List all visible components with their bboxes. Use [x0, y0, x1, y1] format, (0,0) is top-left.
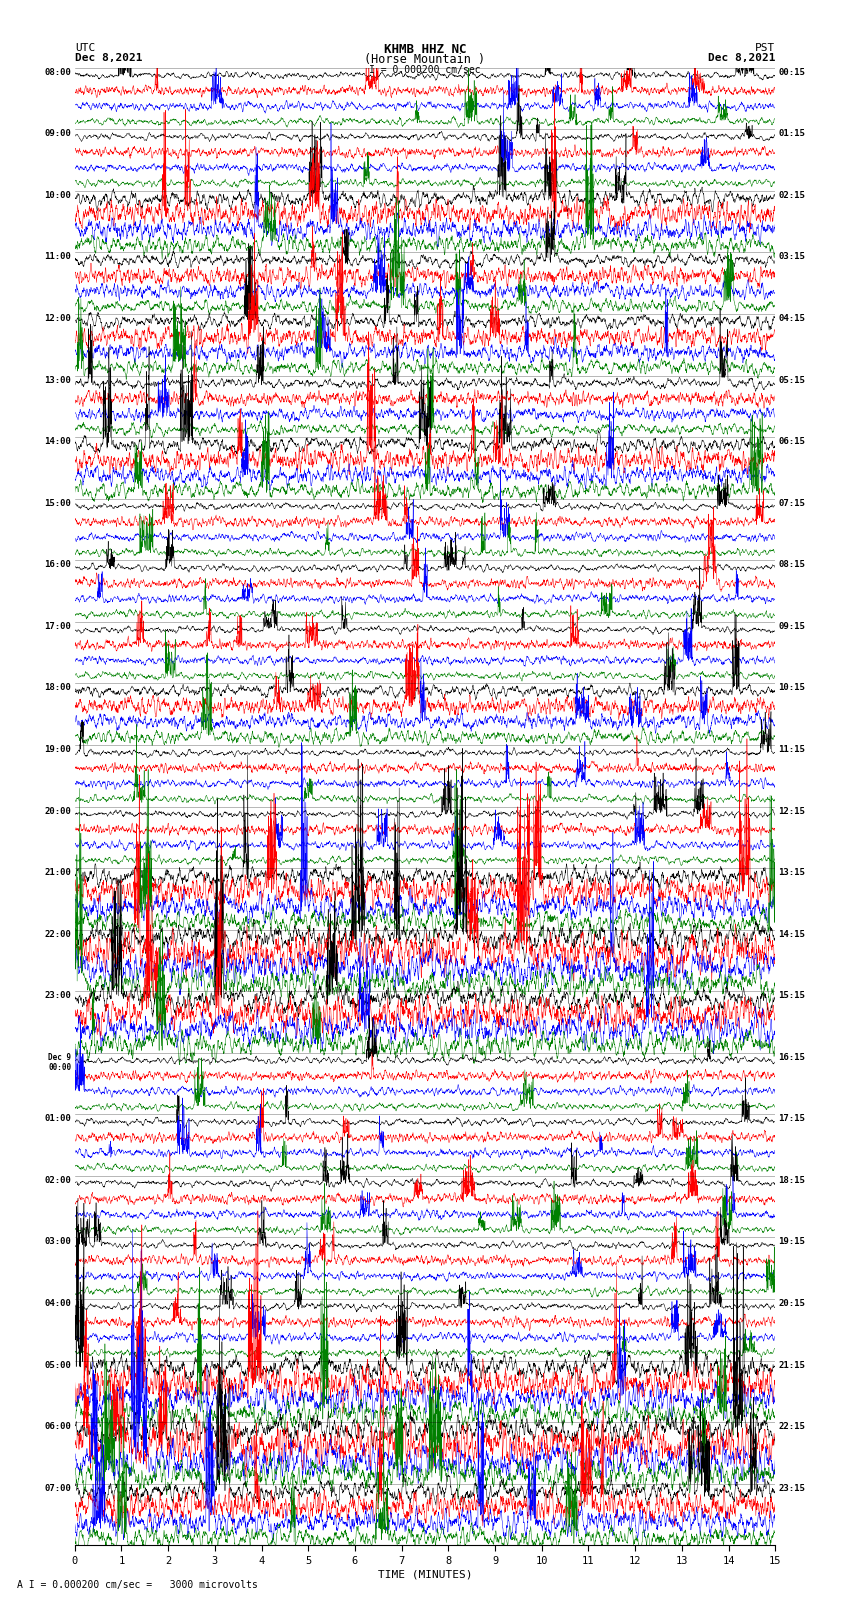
- Text: 05:00: 05:00: [44, 1360, 71, 1369]
- Text: 16:00: 16:00: [44, 560, 71, 569]
- Text: 10:00: 10:00: [44, 190, 71, 200]
- Text: 05:15: 05:15: [779, 376, 806, 384]
- Text: 23:00: 23:00: [44, 990, 71, 1000]
- Text: 12:15: 12:15: [779, 806, 806, 816]
- Text: 06:15: 06:15: [779, 437, 806, 447]
- Text: 09:15: 09:15: [779, 621, 806, 631]
- Text: 02:15: 02:15: [779, 190, 806, 200]
- Text: 09:00: 09:00: [44, 129, 71, 139]
- Text: 17:15: 17:15: [779, 1115, 806, 1123]
- Text: 20:00: 20:00: [44, 806, 71, 816]
- Text: 04:00: 04:00: [44, 1298, 71, 1308]
- Text: 01:15: 01:15: [779, 129, 806, 139]
- Text: (Horse Mountain ): (Horse Mountain ): [365, 53, 485, 66]
- Text: 19:00: 19:00: [44, 745, 71, 753]
- Text: 21:00: 21:00: [44, 868, 71, 877]
- Text: 12:00: 12:00: [44, 315, 71, 323]
- Text: 18:15: 18:15: [779, 1176, 806, 1186]
- Text: I = 0.000200 cm/sec: I = 0.000200 cm/sec: [369, 65, 481, 74]
- Text: 17:00: 17:00: [44, 621, 71, 631]
- Text: 08:00: 08:00: [44, 68, 71, 77]
- Text: 10:15: 10:15: [779, 684, 806, 692]
- Text: 22:15: 22:15: [779, 1423, 806, 1431]
- Text: 15:15: 15:15: [779, 990, 806, 1000]
- Text: 06:00: 06:00: [44, 1423, 71, 1431]
- Text: Dec 8,2021: Dec 8,2021: [708, 53, 775, 63]
- Text: 13:15: 13:15: [779, 868, 806, 877]
- Text: 03:00: 03:00: [44, 1237, 71, 1247]
- Text: Dec 9
00:00: Dec 9 00:00: [48, 1053, 71, 1073]
- Text: UTC: UTC: [75, 44, 95, 53]
- Text: 08:15: 08:15: [779, 560, 806, 569]
- Text: A I = 0.000200 cm/sec =   3000 microvolts: A I = 0.000200 cm/sec = 3000 microvolts: [17, 1581, 258, 1590]
- Text: 11:15: 11:15: [779, 745, 806, 753]
- Text: 16:15: 16:15: [779, 1053, 806, 1061]
- Text: 02:00: 02:00: [44, 1176, 71, 1186]
- Text: Dec 8,2021: Dec 8,2021: [75, 53, 142, 63]
- Text: KHMB HHZ NC: KHMB HHZ NC: [383, 44, 467, 56]
- Text: 11:00: 11:00: [44, 253, 71, 261]
- Text: 14:00: 14:00: [44, 437, 71, 447]
- Text: 14:15: 14:15: [779, 929, 806, 939]
- Text: 01:00: 01:00: [44, 1115, 71, 1123]
- Text: 22:00: 22:00: [44, 929, 71, 939]
- Text: 21:15: 21:15: [779, 1360, 806, 1369]
- Text: 20:15: 20:15: [779, 1298, 806, 1308]
- Text: PST: PST: [755, 44, 775, 53]
- Text: 03:15: 03:15: [779, 253, 806, 261]
- Text: 07:00: 07:00: [44, 1484, 71, 1492]
- Text: 15:00: 15:00: [44, 498, 71, 508]
- X-axis label: TIME (MINUTES): TIME (MINUTES): [377, 1569, 473, 1579]
- Text: 07:15: 07:15: [779, 498, 806, 508]
- Text: 23:15: 23:15: [779, 1484, 806, 1492]
- Text: 13:00: 13:00: [44, 376, 71, 384]
- Text: 04:15: 04:15: [779, 315, 806, 323]
- Text: 00:15: 00:15: [779, 68, 806, 77]
- Text: 18:00: 18:00: [44, 684, 71, 692]
- Text: 19:15: 19:15: [779, 1237, 806, 1247]
